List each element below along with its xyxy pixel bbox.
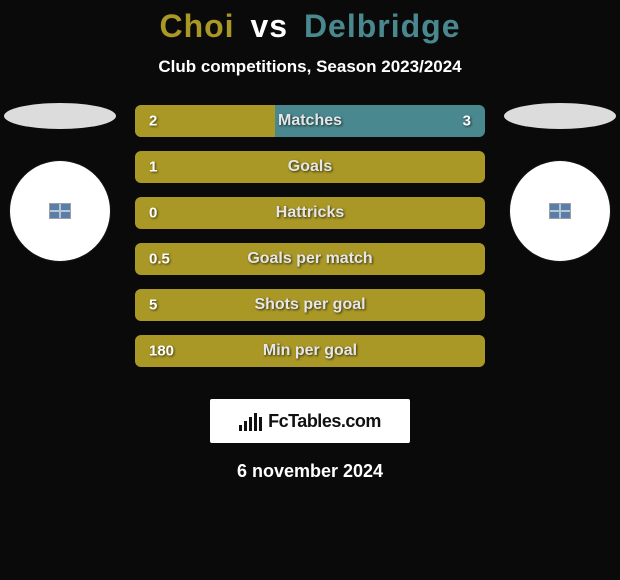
header: Choi vs Delbridge Club competitions, Sea…: [0, 0, 620, 77]
player2-avatar: [510, 161, 610, 261]
branding-logo-bar: [239, 425, 242, 431]
subtitle: Club competitions, Season 2023/2024: [0, 57, 620, 77]
branding-logo-bar: [249, 417, 252, 431]
stat-left-value: 180: [149, 343, 174, 360]
footer-date: 6 november 2024: [0, 461, 620, 482]
stat-label: Min per goal: [263, 342, 357, 360]
stat-bar: 0.5 Goals per match: [135, 243, 485, 275]
player1-name: Choi: [159, 8, 234, 44]
stat-bar: 2 3 Matches: [135, 105, 485, 137]
stat-left-value: 0.5: [149, 251, 170, 268]
stat-label: Shots per goal: [254, 296, 365, 314]
stat-bar: 0 Hattricks: [135, 197, 485, 229]
stat-label: Goals per match: [247, 250, 372, 268]
branding-logo-bar: [244, 421, 247, 431]
branding-text: FcTables.com: [268, 411, 381, 432]
player1-flag-icon: [49, 203, 71, 219]
branding-logo-icon: [239, 411, 262, 431]
stat-bar: 1 Goals: [135, 151, 485, 183]
stat-left-value: 5: [149, 297, 157, 314]
player2-column: [500, 105, 620, 261]
stat-left-value: 0: [149, 205, 157, 222]
vs-text: vs: [250, 8, 288, 44]
stat-label: Goals: [288, 158, 332, 176]
player2-ellipse: [504, 103, 616, 129]
stat-bar: 180 Min per goal: [135, 335, 485, 367]
branding-badge: FcTables.com: [210, 399, 410, 443]
branding-logo-bar: [259, 417, 262, 431]
player2-name: Delbridge: [304, 8, 461, 44]
page-title: Choi vs Delbridge: [0, 8, 620, 45]
stat-left-value: 1: [149, 159, 157, 176]
stat-bar: 5 Shots per goal: [135, 289, 485, 321]
branding-logo-bar: [254, 413, 257, 431]
player2-flag-icon: [549, 203, 571, 219]
stat-label: Hattricks: [276, 204, 344, 222]
stat-right-value: 3: [463, 113, 471, 130]
stat-bars: 2 3 Matches 1 Goals 0 Hattricks 0.5 Goals per ma…: [135, 105, 485, 367]
chart-content: 2 3 Matches 1 Goals 0 Hattricks 0.5 Goals per ma…: [0, 105, 620, 385]
stat-left-value: 2: [149, 113, 157, 130]
player1-ellipse: [4, 103, 116, 129]
stat-label: Matches: [278, 112, 342, 130]
player1-avatar: [10, 161, 110, 261]
player1-column: [0, 105, 120, 261]
